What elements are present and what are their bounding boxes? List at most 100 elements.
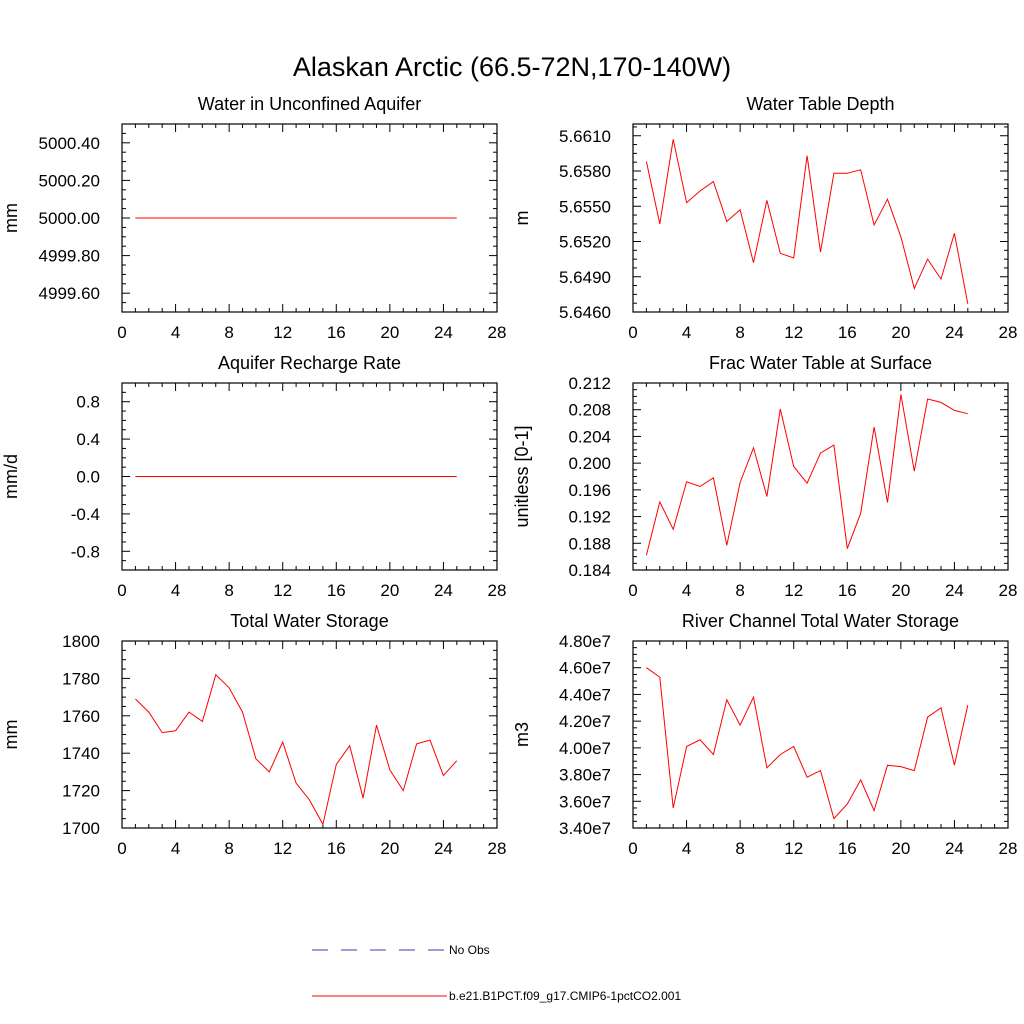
y-tick-label: 4.40e7 xyxy=(559,685,611,704)
legend-label-2: b.e21.B1PCT.f09_g17.CMIP6-1pctCO2.001 xyxy=(449,989,681,1003)
y-tick-label: 3.80e7 xyxy=(559,766,611,785)
x-tick-label: 4 xyxy=(171,839,180,858)
x-tick-label: 16 xyxy=(838,323,857,342)
y-tick-label: 5.6610 xyxy=(559,127,611,146)
x-tick-label: 24 xyxy=(945,323,964,342)
x-tick-label: 16 xyxy=(327,839,346,858)
y-tick-label: 5.6520 xyxy=(559,233,611,252)
series-line xyxy=(646,667,969,820)
plot-frame xyxy=(632,640,1009,829)
x-tick-label: 8 xyxy=(224,581,233,600)
chart-panel-6: River Channel Total Water Storage m3 0 4 8 12… xyxy=(512,611,1017,858)
y-axis-label: m xyxy=(512,211,532,226)
x-tick-label: 28 xyxy=(999,323,1018,342)
chart-panel-3: Aquifer Recharge Rate mm/d 0 4 8 12 16 20 24 28 -0… xyxy=(1,353,506,600)
x-tick-label: 20 xyxy=(891,581,910,600)
y-axis-label: m3 xyxy=(512,722,532,747)
x-tick-label: 28 xyxy=(488,581,507,600)
chart-panel-1: Water in Unconfined Aquifer mm 0 4 8 12 16 20 24… xyxy=(1,94,506,342)
y-tick-label: 1800 xyxy=(62,632,100,651)
x-tick-label: 20 xyxy=(380,581,399,600)
y-tick-label: 0.188 xyxy=(568,534,611,553)
x-tick-label: 12 xyxy=(273,323,292,342)
panel-title: River Channel Total Water Storage xyxy=(682,611,959,631)
x-tick-label: 4 xyxy=(682,839,691,858)
y-axis-label: mm/d xyxy=(1,454,21,499)
x-tick-label: 4 xyxy=(171,323,180,342)
series-line xyxy=(135,673,458,826)
chart-panel-4: Frac Water Table at Surface unitless [0-1… xyxy=(512,353,1017,600)
x-tick-label: 16 xyxy=(838,581,857,600)
panel-title: Total Water Storage xyxy=(230,611,388,631)
x-tick-label: 28 xyxy=(999,581,1018,600)
y-axis-label: mm xyxy=(1,203,21,233)
y-tick-label: 5000.00 xyxy=(39,209,100,228)
x-tick-label: 28 xyxy=(488,323,507,342)
x-tick-label: 0 xyxy=(117,839,126,858)
x-tick-label: 24 xyxy=(434,323,453,342)
y-tick-label: 4999.60 xyxy=(39,284,100,303)
x-tick-label: 12 xyxy=(784,323,803,342)
y-tick-label: 1700 xyxy=(62,819,100,838)
y-tick-label: 3.40e7 xyxy=(559,819,611,838)
x-tick-label: 0 xyxy=(628,839,637,858)
y-tick-label: 1760 xyxy=(62,707,100,726)
page-title: Alaskan Arctic (66.5-72N,170-140W) xyxy=(293,52,731,82)
y-tick-label: 5.6550 xyxy=(559,197,611,216)
legend: No Obs b.e21.B1PCT.f09_g17.CMIP6-1pctCO2.… xyxy=(312,943,681,1003)
panels-group: Water in Unconfined Aquifer mm 0 4 8 12 16 20 24… xyxy=(1,94,1017,858)
panel-title: Frac Water Table at Surface xyxy=(709,353,932,373)
x-tick-label: 0 xyxy=(628,581,637,600)
chart-panel-5: Total Water Storage mm 0 4 8 12 16 20 24 28 1700 17… xyxy=(1,611,506,858)
y-axis-label: unitless [0-1] xyxy=(512,425,532,527)
y-tick-label: 4.60e7 xyxy=(559,659,611,678)
x-tick-label: 16 xyxy=(838,839,857,858)
panel-title: Water in Unconfined Aquifer xyxy=(198,94,421,114)
x-tick-label: 28 xyxy=(488,839,507,858)
panel-title: Water Table Depth xyxy=(746,94,894,114)
y-tick-label: 0.184 xyxy=(568,561,611,580)
y-tick-label: -0.8 xyxy=(71,542,100,561)
y-tick-label: 5.6460 xyxy=(559,303,611,322)
x-tick-label: 12 xyxy=(784,839,803,858)
x-tick-label: 24 xyxy=(945,581,964,600)
y-tick-label: 5000.20 xyxy=(39,171,100,190)
plot-frame xyxy=(632,382,1009,571)
x-tick-label: 0 xyxy=(117,323,126,342)
x-tick-label: 20 xyxy=(891,323,910,342)
y-tick-label: 1780 xyxy=(62,669,100,688)
y-tick-label: 4.80e7 xyxy=(559,632,611,651)
x-tick-label: 8 xyxy=(224,323,233,342)
y-tick-label: 1720 xyxy=(62,782,100,801)
x-tick-label: 0 xyxy=(117,581,126,600)
x-tick-label: 8 xyxy=(735,581,744,600)
x-tick-label: 4 xyxy=(682,581,691,600)
series-line xyxy=(645,394,968,556)
y-tick-label: 5.6490 xyxy=(559,268,611,287)
y-tick-label: 0.192 xyxy=(568,508,611,527)
x-tick-label: 4 xyxy=(171,581,180,600)
y-tick-label: 1740 xyxy=(62,744,100,763)
x-tick-label: 8 xyxy=(735,323,744,342)
x-tick-label: 16 xyxy=(327,323,346,342)
x-tick-label: 12 xyxy=(273,581,292,600)
panel-title: Aquifer Recharge Rate xyxy=(218,353,401,373)
y-tick-label: 0.0 xyxy=(76,468,100,487)
y-tick-label: 5000.40 xyxy=(39,134,100,153)
y-tick-label: 0.200 xyxy=(568,454,611,473)
legend-label-1: No Obs xyxy=(449,943,490,957)
x-tick-label: 12 xyxy=(784,581,803,600)
y-tick-label: 0.4 xyxy=(76,430,100,449)
y-tick-label: 0.212 xyxy=(568,374,611,393)
series-line xyxy=(645,139,969,304)
y-tick-label: 4999.80 xyxy=(39,247,100,266)
x-tick-label: 0 xyxy=(628,323,637,342)
y-tick-label: 5.6580 xyxy=(559,162,611,181)
x-tick-label: 4 xyxy=(682,323,691,342)
y-tick-label: -0.4 xyxy=(71,505,100,524)
x-tick-label: 28 xyxy=(999,839,1018,858)
x-tick-label: 8 xyxy=(735,839,744,858)
x-tick-label: 12 xyxy=(273,839,292,858)
x-tick-label: 24 xyxy=(945,839,964,858)
y-tick-label: 3.60e7 xyxy=(559,792,611,811)
